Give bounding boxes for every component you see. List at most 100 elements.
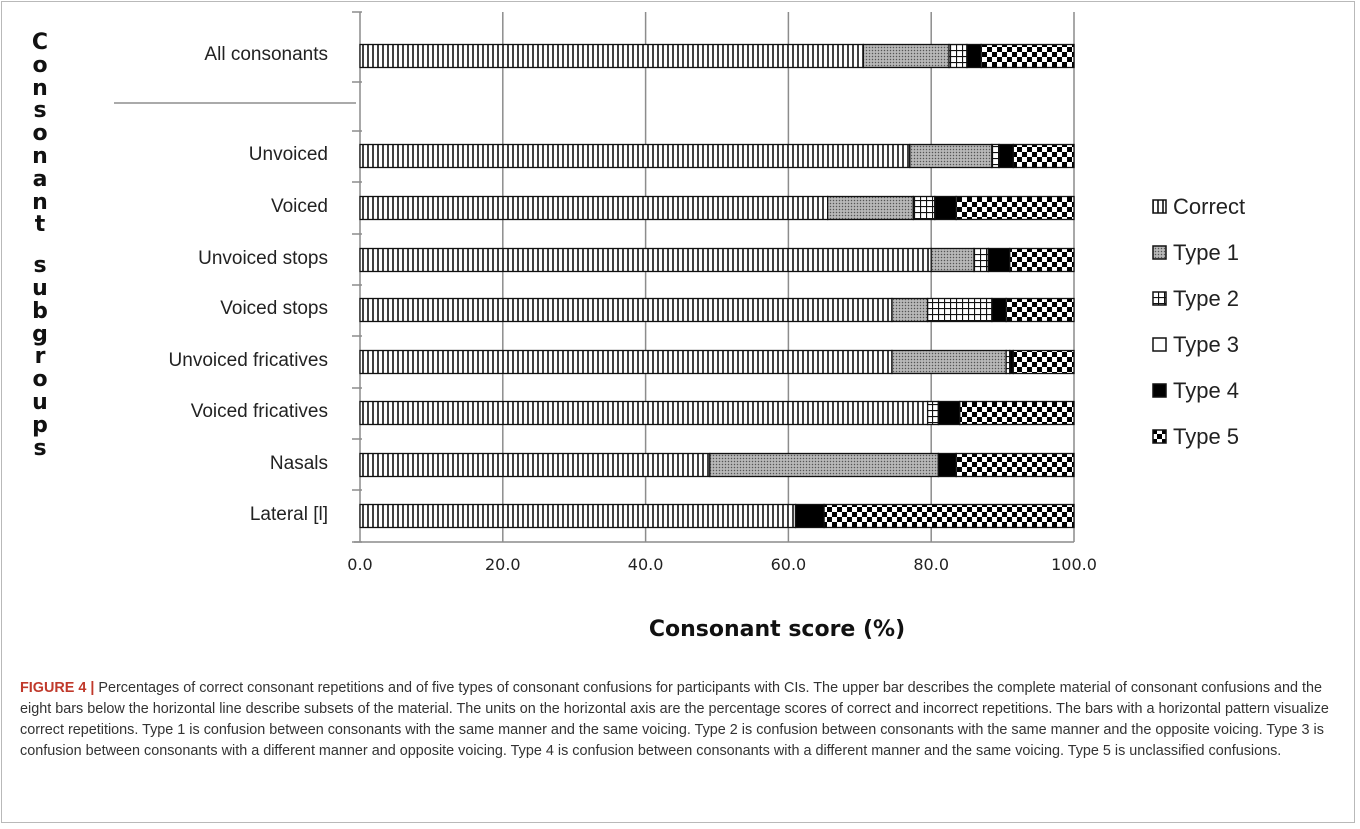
bar-segment-unvoiced-fricatives-correct	[359, 349, 893, 375]
y-axis-title-letter-13: g	[32, 321, 48, 347]
x-tick-label-4: 80.0	[913, 555, 949, 574]
y-axis-title-letter-8: t	[34, 212, 46, 238]
x-tick-label-2: 40.0	[627, 555, 664, 574]
y-axis-title-letter-10: s	[33, 253, 47, 279]
y-axis-title-letter-1: o	[32, 52, 48, 78]
bar-segment-voiced-stops-type-5	[1005, 297, 1075, 323]
bar-segment-voiced-stops-correct	[359, 297, 893, 323]
bar-voiced	[359, 195, 1075, 221]
bar-segment-unvoiced-type-2	[991, 143, 1000, 169]
y-axis-title-letter-11: u	[32, 276, 48, 301]
bar-segment-voiced-type-4	[934, 195, 957, 221]
legend-label-type-4: Type 4	[1173, 378, 1240, 403]
legend-item-type-3: Type 3	[1152, 322, 1245, 368]
legend-item-type-1: Type 1	[1152, 230, 1245, 276]
legend-swatch-type-5	[1152, 429, 1167, 444]
y-axis-title-letter-3: s	[33, 98, 47, 124]
bar-segment-voiced-stops-type-4	[991, 297, 1007, 323]
bar-segment-voiced-fricatives-type-2	[926, 400, 939, 426]
bar-segment-unvoiced-fricatives-type-1	[891, 349, 1007, 375]
y-axis-title-letter-2: n	[32, 75, 48, 101]
y-axis-title-letter-4: o	[32, 121, 48, 147]
x-tick-label-1: 20.0	[484, 555, 521, 574]
legend-swatch-type-1	[1152, 245, 1167, 260]
bar-segment-unvoiced-stops-type-4	[987, 247, 1011, 273]
bar-segment-all-consonants-type-1	[862, 43, 950, 69]
bar-segment-unvoiced-stops-type-5	[1009, 247, 1075, 273]
x-tick-label-5: 100.0	[1051, 555, 1097, 574]
legend-item-type-5: Type 5	[1152, 414, 1245, 460]
bar-unvoiced-fricatives	[359, 349, 1075, 375]
bar-unvoiced-stops	[359, 247, 1075, 273]
legend-swatch-type-2	[1152, 291, 1167, 306]
bar-segment-all-consonants-type-4	[966, 43, 982, 69]
bar-segment-lateral-l-type-4	[794, 503, 825, 529]
y-axis-title-letter-18: s	[33, 435, 47, 461]
bar-unvoiced	[359, 143, 1075, 169]
category-label-unvoiced: Unvoiced	[248, 144, 328, 165]
category-label-voiced-fricatives: Voiced fricatives	[190, 401, 328, 422]
caption-text: Percentages of correct consonant repetit…	[20, 680, 1329, 759]
bar-segment-voiced-stops-type-1	[891, 297, 929, 323]
legend-item-type-4: Type 4	[1152, 368, 1245, 414]
legend-label-type-2: Type 2	[1173, 286, 1240, 311]
bar-segment-voiced-fricatives-correct	[359, 400, 929, 426]
bar-segment-all-consonants-type-5	[980, 43, 1075, 69]
bar-segment-unvoiced-type-4	[998, 143, 1014, 169]
legend-item-type-2: Type 2	[1152, 276, 1245, 322]
bar-segment-unvoiced-stops-correct	[359, 247, 932, 273]
stacked-bar-chart	[114, 11, 1075, 543]
category-label-all-consonants: All consonants	[204, 44, 328, 65]
bar-segment-unvoiced-fricatives-type-5	[1012, 349, 1075, 375]
bar-segment-voiced-stops-type-2	[926, 297, 993, 323]
category-label-voiced-stops: Voiced stops	[220, 298, 328, 319]
x-tick-label-3: 60.0	[770, 555, 807, 574]
bar-segment-nasals-type-1	[709, 452, 939, 478]
legend-swatch-correct	[1152, 199, 1167, 214]
bar-segment-voiced-type-5	[955, 195, 1075, 221]
bar-segment-unvoiced-stops-type-1	[930, 247, 975, 273]
legend-label-type-3: Type 3	[1173, 332, 1240, 357]
bar-segment-voiced-correct	[359, 195, 829, 221]
legend: Correct Type 1 Type 2 Type 3 Type 4 Type 5	[1152, 184, 1245, 460]
bar-voiced-fricatives	[359, 400, 1075, 426]
category-label-unvoiced-fricatives: Unvoiced fricatives	[168, 350, 328, 371]
bar-segment-unvoiced-stops-type-2	[973, 247, 989, 273]
legend-swatch-type-3	[1152, 337, 1167, 352]
legend-label-type-5: Type 5	[1173, 424, 1240, 449]
legend-label-correct: Correct	[1173, 194, 1246, 219]
legend-swatch-type-4	[1152, 383, 1167, 398]
bar-segment-unvoiced-correct	[359, 143, 911, 169]
bar-segment-voiced-fricatives-type-4	[937, 400, 961, 426]
figure-caption: FIGURE 4 | Percentages of correct conson…	[20, 678, 1338, 762]
category-label-voiced: Voiced	[270, 196, 328, 217]
y-axis-title-letter-6: a	[32, 166, 48, 192]
y-axis-title-letter-15: o	[32, 367, 48, 393]
x-tick-label-0: 0.0	[347, 555, 373, 574]
bar-lateral-l	[359, 503, 1075, 529]
y-axis-title-letter-0: C	[31, 30, 49, 55]
bar-segment-unvoiced-type-5	[1012, 143, 1075, 169]
x-axis-label: Consonant score (%)	[648, 617, 906, 642]
y-axis-title-letter-5: n	[32, 144, 48, 169]
bar-segment-lateral-l-correct	[359, 503, 797, 529]
bar-segment-lateral-l-type-5	[823, 503, 1075, 529]
bar-segment-voiced-type-2	[912, 195, 936, 221]
bar-segment-nasals-type-5	[955, 452, 1075, 478]
bar-segment-voiced-fricatives-type-5	[959, 400, 1075, 426]
bar-segment-all-consonants-type-2	[948, 43, 968, 69]
y-axis-title-letter-14: r	[34, 344, 46, 370]
category-label-unvoiced-stops: Unvoiced stops	[198, 248, 328, 269]
y-axis-title-letter-7: n	[32, 189, 48, 215]
bar-voiced-stops	[359, 297, 1075, 323]
bar-segment-nasals-correct	[359, 452, 711, 478]
category-label-nasals: Nasals	[269, 453, 328, 474]
bar-all-consonants	[359, 43, 1075, 69]
bar-segment-voiced-type-1	[827, 195, 914, 221]
legend-item-correct: Correct	[1152, 184, 1245, 230]
axes	[352, 11, 1074, 543]
y-axis-title-letter-16: u	[32, 390, 48, 415]
y-axis-title-letter-12: b	[32, 298, 48, 324]
bar-segment-all-consonants-correct	[359, 43, 865, 69]
